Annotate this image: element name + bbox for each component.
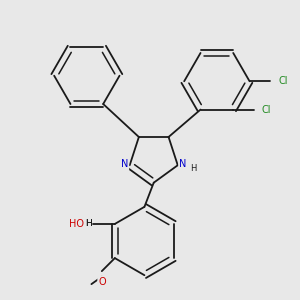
Text: N: N (121, 160, 128, 170)
Text: N: N (179, 160, 186, 170)
Text: Cl: Cl (278, 76, 288, 86)
Text: H: H (85, 219, 92, 228)
Text: Cl: Cl (262, 105, 272, 115)
Text: HO: HO (69, 219, 84, 229)
Text: H: H (190, 164, 196, 173)
Text: O: O (98, 277, 106, 286)
Text: H: H (85, 219, 92, 228)
